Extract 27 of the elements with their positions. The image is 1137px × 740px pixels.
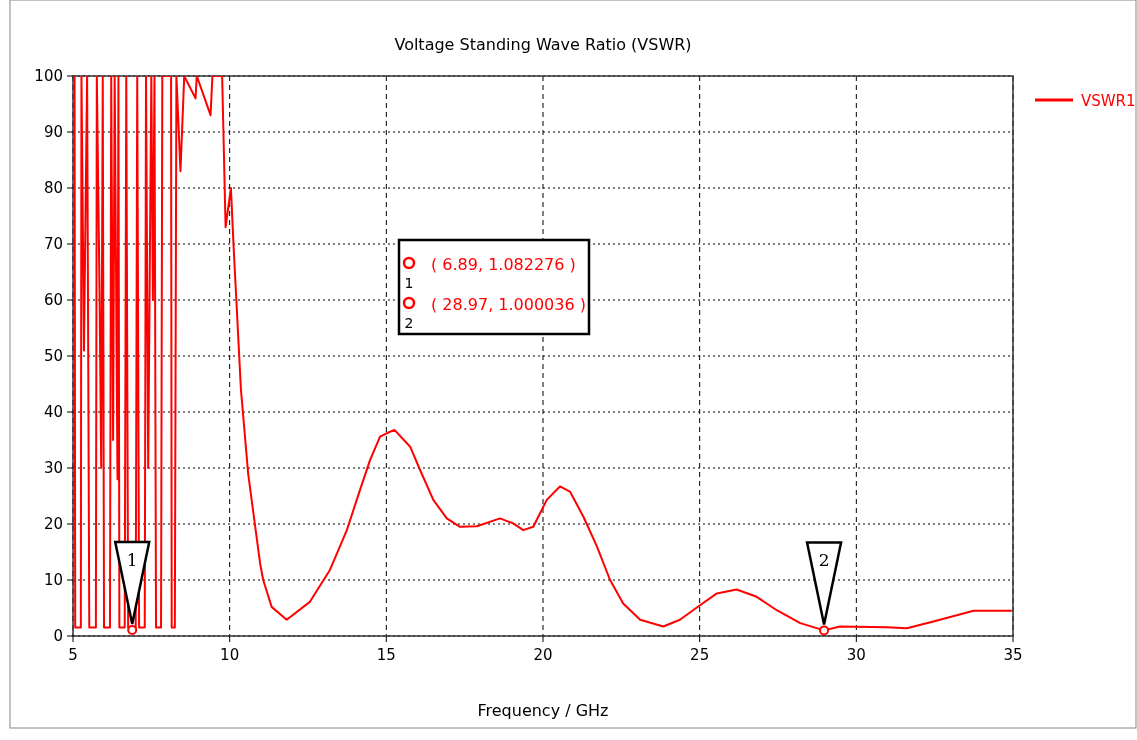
text: 2 xyxy=(404,315,414,331)
x-axis-title: Frequency / GHz xyxy=(477,701,609,720)
y-tick-label: 50 xyxy=(43,347,63,365)
annotation: 1 xyxy=(126,549,138,570)
y-tick-label: 60 xyxy=(43,291,63,309)
y-tick-label: 30 xyxy=(43,459,63,477)
y-tick-label: 100 xyxy=(34,67,63,85)
text: 1 xyxy=(404,275,414,291)
x-tick-label: 15 xyxy=(376,646,396,664)
y-tick-label: 0 xyxy=(53,627,63,645)
x-tick-label: 35 xyxy=(1003,646,1023,664)
y-tick-label: 90 xyxy=(43,123,63,141)
chart-title: Voltage Standing Wave Ratio (VSWR) xyxy=(394,35,692,54)
x-tick-label: 30 xyxy=(846,646,866,664)
annotation: ( 28.97, 1.000036 ) xyxy=(431,295,586,314)
y-tick-label: 70 xyxy=(43,235,63,253)
y-tick-label: 80 xyxy=(43,179,63,197)
annotation: 2 xyxy=(818,550,830,571)
x-tick-label: 20 xyxy=(533,646,553,664)
y-tick-label: 40 xyxy=(43,403,63,421)
x-tick-label: 5 xyxy=(68,646,78,664)
x-tick-label: 25 xyxy=(690,646,710,664)
y-tick-label: 20 xyxy=(43,515,63,533)
y-tick-label: 10 xyxy=(43,571,63,589)
annotation: ( 6.89, 1.082276 ) xyxy=(431,255,576,274)
legend-label: VSWR1 xyxy=(1081,92,1136,110)
x-tick-label: 10 xyxy=(220,646,240,664)
